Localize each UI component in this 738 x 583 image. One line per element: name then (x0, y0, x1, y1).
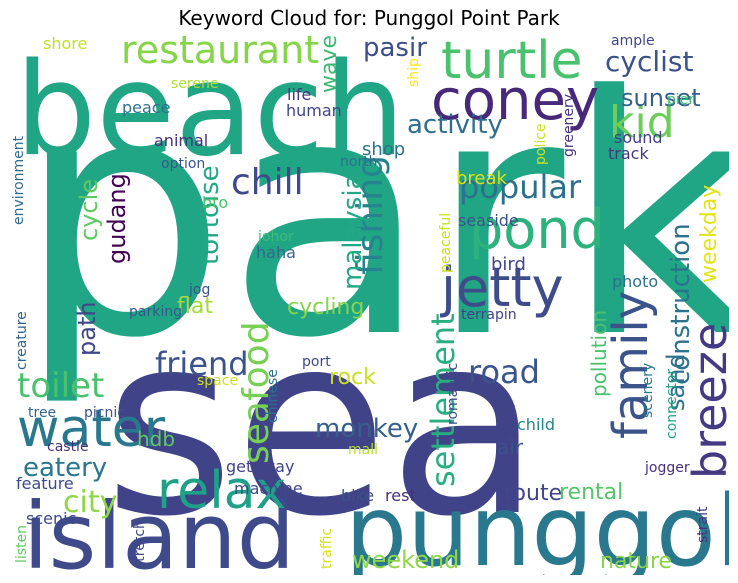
word-island: island (23, 483, 296, 576)
word-north: north (340, 154, 378, 170)
word-listen: listen (14, 524, 30, 563)
word-creature: creature (14, 311, 30, 370)
word-kid: kid (609, 97, 675, 148)
word-sea: sea (104, 280, 542, 571)
word-space: space (197, 373, 239, 389)
word-cyclist: cyclist (605, 45, 694, 78)
word-feature: feature (16, 474, 74, 493)
word-rental: rental (559, 480, 624, 505)
word-life: life (287, 85, 312, 104)
word-scenic: scenic (26, 509, 77, 528)
word-road: road (468, 353, 540, 391)
word-route: route (504, 481, 563, 506)
word-tree: tree (28, 405, 57, 421)
word-nature: nature (600, 549, 673, 574)
word-serene: serene (171, 76, 219, 92)
word-gudang: gudang (103, 173, 131, 264)
word-bird: bird (491, 254, 526, 275)
word-ship: ship (406, 58, 422, 87)
word-rock: rock (329, 365, 376, 390)
word-air: air (497, 435, 524, 459)
word-parking: parking (129, 304, 182, 320)
word-chinese: chinese (265, 369, 281, 423)
word-chill: chill (231, 162, 304, 203)
word-punggol: punggol (345, 475, 729, 575)
word-photo: photo (612, 272, 659, 291)
word-activity: activity (407, 110, 503, 140)
word-haha: haha (256, 243, 296, 262)
word-path: path (73, 301, 101, 356)
word-bto: bto (202, 193, 229, 212)
word-park: park (17, 33, 729, 410)
word-relax: relax (157, 461, 287, 521)
word-break: break (456, 168, 507, 189)
word-greenery: greenery (561, 93, 577, 157)
word-restaurant: restaurant (121, 33, 320, 72)
word-weekend: weekend (352, 546, 460, 574)
word-malaysia: malaysia (338, 173, 368, 290)
word-wave: wave (317, 34, 342, 93)
word-rest: rest (385, 486, 416, 505)
word-sunset: sunset (621, 84, 701, 112)
word-jetty: jetty (441, 256, 564, 319)
word-child: child (517, 415, 555, 434)
word-scenery: scenery (640, 362, 656, 418)
word-strait: strait (695, 506, 711, 544)
word-cycling: cycling (287, 295, 365, 320)
word-monkey: monkey (315, 414, 419, 444)
word-tortoise: tortoise (195, 165, 225, 265)
word-picnic: picnic (84, 405, 125, 421)
word-getaway: getaway (226, 457, 295, 476)
word-pier: pier (667, 92, 695, 108)
word-human: human (286, 101, 342, 120)
word-connector: connector (664, 368, 680, 439)
word-pond: pond (469, 198, 605, 261)
word-popular: popular (459, 168, 582, 206)
word-mall: mall (348, 442, 378, 458)
word-hdb: hdb (137, 427, 176, 451)
word-pollution: pollution (587, 309, 611, 397)
word-jogger: jogger (645, 460, 690, 476)
word-pasir: pasir (363, 33, 427, 63)
word-flat: flat (177, 294, 213, 319)
word-turtle: turtle (441, 33, 583, 91)
word-ample: ample (611, 33, 655, 49)
word-water: water (17, 399, 166, 459)
word-cloud: park sea beach punggol island turtle restauran… (9, 33, 729, 575)
word-sound: sound (614, 128, 663, 147)
word-bike: bike (341, 486, 375, 505)
word-shore: shore (43, 34, 88, 53)
word-environment: environment (11, 135, 27, 225)
word-option: option (161, 156, 206, 172)
word-traffic: traffic (319, 527, 335, 569)
word-machine: machine (234, 479, 303, 498)
word-eatery: eatery (23, 453, 108, 483)
word-jog: jog (189, 282, 211, 298)
word-shop: shop (362, 139, 406, 160)
word-peaceful: peaceful (438, 212, 454, 273)
word-coney: coney (431, 68, 600, 133)
word-track: track (608, 144, 649, 163)
word-terrapin: terrapin (461, 307, 517, 323)
word-cycle: cycle (75, 178, 103, 241)
word-peace: peace (122, 98, 171, 117)
word-port: port (302, 354, 331, 370)
word-romantic: romantic (445, 362, 461, 425)
word-city: city (63, 485, 118, 520)
word-weekday: weekday (697, 184, 722, 283)
word-animal: animal (154, 131, 209, 150)
word-toilet: toilet (17, 366, 105, 406)
word-johor: johor (258, 229, 294, 245)
word-stretch: stretch (132, 520, 148, 569)
word-castle: castle (47, 439, 89, 455)
word-beach: beach (15, 36, 405, 185)
word-police: police (533, 123, 549, 165)
word-friend: friend (155, 345, 249, 383)
chart-title: Keyword Cloud for: Punggol Point Park (178, 6, 560, 30)
word-seaside: seaside (458, 211, 519, 230)
